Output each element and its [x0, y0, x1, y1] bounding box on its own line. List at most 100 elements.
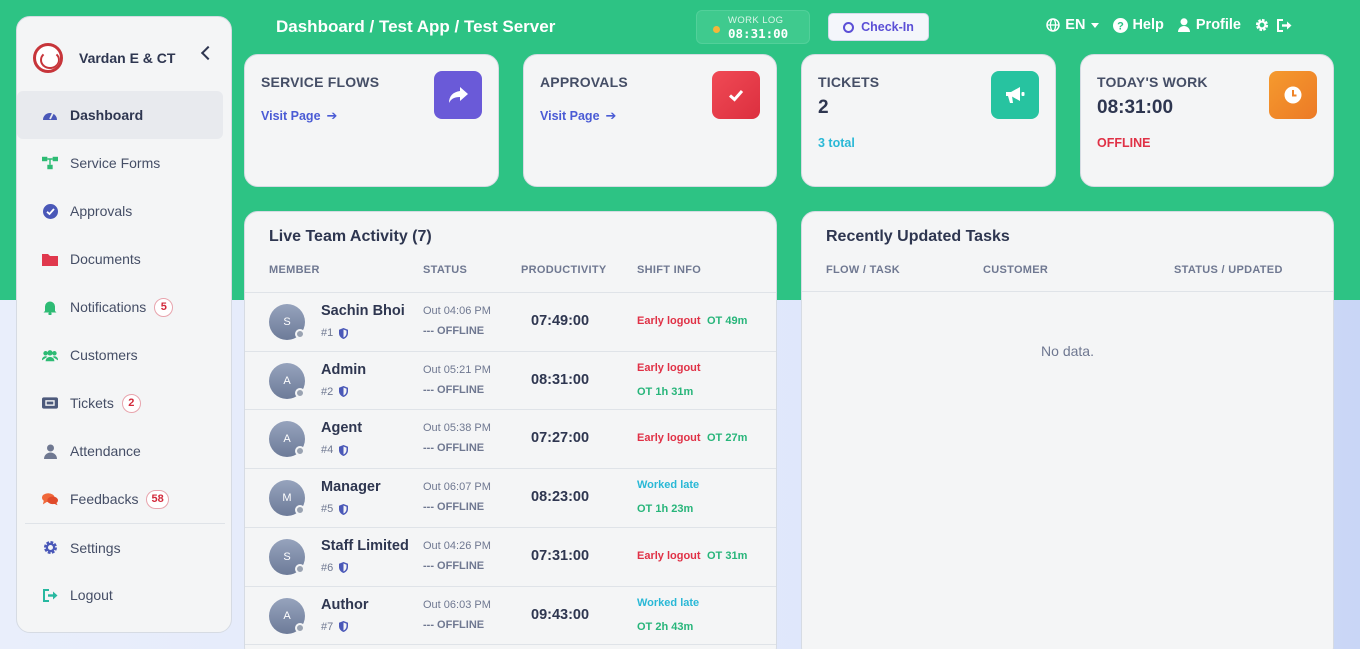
member-id-text: #7 — [321, 620, 334, 633]
sidebar-item-label: Customers — [70, 347, 138, 363]
presence-dot — [295, 446, 305, 457]
help-link[interactable]: ? Help — [1113, 17, 1164, 33]
table-row[interactable]: S Staff Limited #6 Out 04:26 PM --- OFFLINE 0… — [245, 528, 776, 587]
row-divider — [245, 585, 776, 587]
row-divider — [245, 526, 776, 528]
member-id: #5 — [321, 503, 349, 515]
caret-down-icon — [1091, 22, 1100, 28]
sidebar-item-documents[interactable]: Documents — [17, 235, 233, 283]
logout-time: Out 04:06 PM — [423, 305, 491, 317]
shield-icon — [339, 444, 349, 456]
recent-tasks-panel: Recently Updated Tasks FLOW / TASK CUSTO… — [801, 211, 1334, 649]
presence-status: --- OFFLINE — [423, 501, 485, 514]
chevron-left-icon[interactable] — [200, 45, 216, 61]
row-divider — [245, 292, 776, 293]
table-row[interactable]: S Sachin Bhoi #1 Out 04:06 PM --- OFFLINE 07:… — [245, 293, 776, 352]
bell-icon — [42, 300, 58, 315]
avatar: A — [269, 362, 305, 399]
shift-status: Early logout — [637, 432, 701, 445]
globe-icon — [1046, 18, 1061, 32]
member-name[interactable]: Admin — [321, 361, 367, 378]
divider — [802, 291, 1333, 292]
service-flows-visit-link[interactable]: Visit Page ➔ — [261, 108, 337, 124]
member-id: #6 — [321, 562, 349, 574]
link-label: Visit Page — [540, 109, 600, 123]
row-divider — [245, 409, 776, 411]
approvals-visit-link[interactable]: Visit Page ➔ — [540, 108, 616, 124]
shift-status: Worked late — [637, 596, 700, 609]
column-header: SHIFT INFO — [637, 264, 702, 276]
card-title: APPROVALS — [540, 74, 628, 90]
overtime: OT 1h 23m — [637, 503, 694, 516]
presence-dot — [295, 387, 305, 398]
share-icon — [434, 71, 482, 119]
folder-icon — [42, 252, 58, 266]
table-row[interactable]: A Author #7 Out 06:03 PM --- OFFLINE 09:43:00… — [245, 587, 776, 646]
gear-icon — [1255, 18, 1269, 32]
sidebar-item-logout[interactable]: Logout — [17, 571, 233, 619]
sidebar-item-tickets[interactable]: Tickets 2 — [17, 379, 233, 427]
tickets-card: TICKETS 2 3 total — [801, 54, 1056, 187]
member-name[interactable]: Author — [321, 596, 369, 613]
avatar: S — [269, 304, 305, 340]
sidebar: Vardan E & CT Dashboard Service Forms Ap… — [16, 16, 232, 633]
language-selector[interactable]: EN — [1046, 17, 1100, 33]
arrow-right-icon: ➔ — [605, 108, 617, 123]
shield-icon — [339, 386, 349, 398]
fingerprint-icon — [843, 21, 855, 33]
sidebar-item-label: Tickets — [70, 395, 114, 411]
todays-work-time: 08:31:00 — [1097, 97, 1174, 118]
shield-icon — [339, 327, 349, 339]
sidebar-item-feedbacks[interactable]: Feedbacks 58 — [17, 475, 233, 523]
sidebar-item-dashboard[interactable]: Dashboard — [17, 91, 223, 139]
link-label: Visit Page — [261, 109, 321, 123]
sidebar-item-service-forms[interactable]: Service Forms — [17, 139, 233, 187]
presence-status: --- OFFLINE — [423, 618, 485, 631]
sidebar-item-label: Settings — [70, 539, 121, 556]
member-name[interactable]: Manager — [321, 479, 381, 496]
settings-button[interactable] — [1255, 18, 1269, 32]
sidebar-item-label: Service Forms — [70, 155, 161, 171]
notifications-badge: 5 — [154, 297, 174, 317]
table-row[interactable]: M Manager #5 Out 06:07 PM --- OFFLINE 08:23:0… — [245, 469, 776, 528]
member-name[interactable]: Agent — [321, 420, 363, 437]
member-id: #1 — [321, 327, 349, 339]
table-row[interactable]: A Agent #4 Out 05:38 PM --- OFFLINE 07:27:00 E… — [245, 410, 776, 469]
sidebar-item-notifications[interactable]: Notifications 5 — [17, 283, 233, 331]
productivity-time: 07:49:00 — [531, 313, 590, 329]
column-header: FLOW / TASK — [826, 264, 900, 276]
gauge-icon — [42, 108, 58, 122]
avatar-initial: M — [282, 492, 292, 505]
productivity-time: 08:31:00 — [531, 371, 590, 388]
logout-time: Out 04:26 PM — [423, 539, 491, 552]
brand-name: Vardan E & CT — [79, 50, 176, 66]
sidebar-item-approvals[interactable]: Approvals — [17, 187, 233, 235]
tickets-count: 2 — [818, 97, 829, 118]
avatar: A — [269, 597, 305, 634]
avatar: A — [269, 421, 305, 458]
shift-status: Early logout — [637, 315, 701, 327]
user-icon — [42, 444, 58, 459]
logout-time: Out 05:21 PM — [423, 363, 491, 376]
table-row[interactable]: A Admin #2 Out 05:21 PM --- OFFLINE 08:31:00 E… — [245, 352, 776, 411]
brand[interactable]: Vardan E & CT — [33, 43, 175, 73]
bullhorn-icon — [991, 71, 1039, 119]
sidebar-item-attendance[interactable]: Attendance — [17, 427, 233, 475]
live-team-activity-panel: Live Team Activity (7) MEMBER STATUS PRO… — [244, 211, 777, 649]
gear-icon — [42, 541, 58, 555]
check-in-button[interactable]: Check-In — [828, 13, 929, 41]
shield-icon — [339, 562, 349, 574]
column-header: PRODUCTIVITY — [521, 264, 607, 276]
sidebar-item-settings[interactable]: Settings — [25, 523, 225, 571]
approvals-card: APPROVALS Visit Page ➔ — [523, 54, 777, 187]
member-name[interactable]: Staff Limited — [321, 537, 409, 554]
presence-dot — [295, 505, 305, 516]
shield-icon — [339, 503, 349, 515]
breadcrumb: Dashboard / Test App / Test Server — [276, 17, 556, 36]
logout-button[interactable] — [1277, 18, 1292, 32]
tickets-badge: 2 — [121, 393, 141, 413]
sidebar-item-customers[interactable]: Customers — [17, 331, 233, 379]
member-name[interactable]: Sachin Bhoi — [321, 303, 405, 319]
panel-title: Recently Updated Tasks — [826, 228, 1010, 245]
profile-link[interactable]: Profile — [1177, 17, 1241, 33]
